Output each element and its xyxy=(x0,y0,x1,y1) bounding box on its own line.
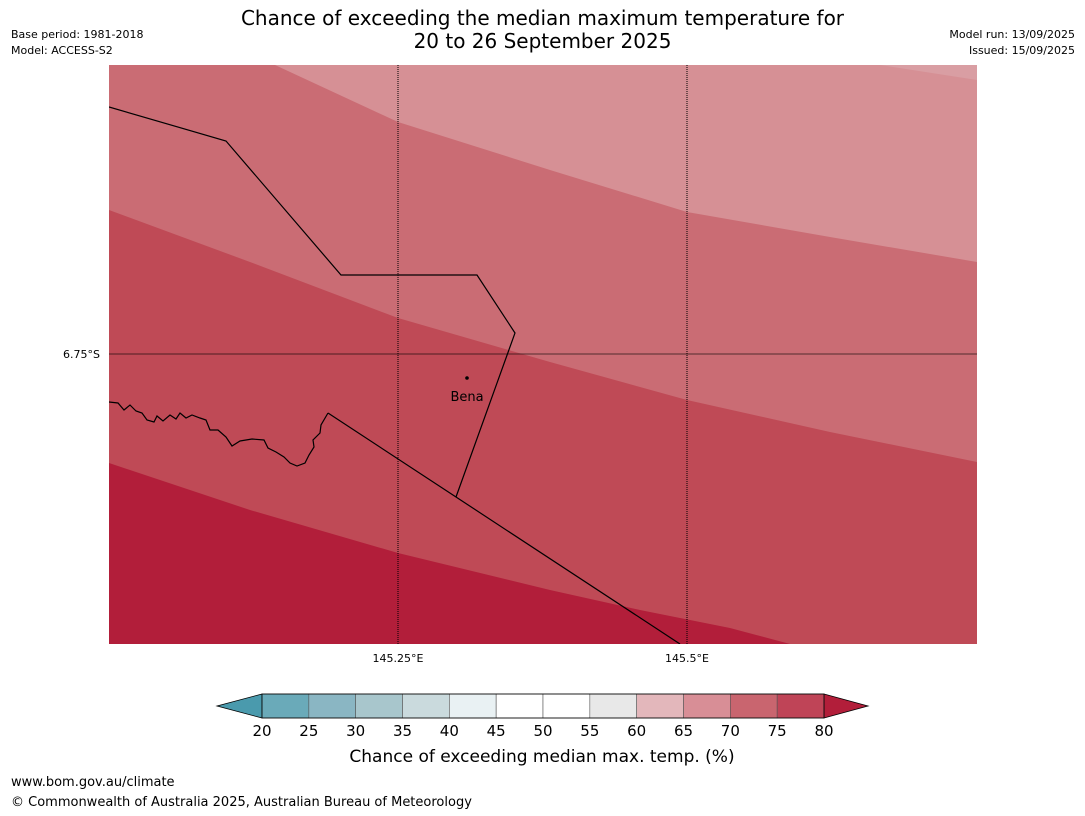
latitude-label: 6.75°S xyxy=(63,348,100,361)
colorbar-tick-label: 60 xyxy=(627,722,646,740)
province-boundary-north xyxy=(109,106,516,498)
title-line-1: Chance of exceeding the median maximum t… xyxy=(240,6,845,30)
colorbar-tick-label: 75 xyxy=(768,722,787,740)
colorbar-tick-label: 45 xyxy=(487,722,506,740)
colorbar-label: Chance of exceeding median max. temp. (%… xyxy=(349,747,734,767)
map-area: Bena xyxy=(109,65,977,644)
colorbar-swatch xyxy=(495,693,544,719)
colorbar-swatch xyxy=(730,693,778,719)
colorbar-swatch xyxy=(776,693,825,719)
place-label-bena: Bena xyxy=(450,390,483,405)
colorbar-tick-label: 25 xyxy=(299,722,318,740)
river-boundary xyxy=(109,401,329,467)
colorbar-tick-label: 50 xyxy=(533,722,552,740)
colorbar-swatch xyxy=(261,693,310,719)
province-boundary-south xyxy=(327,412,681,644)
colorbar-tick-label: 80 xyxy=(814,722,833,740)
model-text: Model: ACCESS-S2 xyxy=(11,44,113,57)
colorbar-over-arrow xyxy=(823,693,870,719)
colorbar-swatch xyxy=(402,693,450,719)
meta-right: Model run: 13/09/2025 Issued: 15/09/2025 xyxy=(949,27,1075,59)
title-line-2: 20 to 26 September 2025 xyxy=(413,29,672,53)
footer-url: www.bom.gov.au/climate xyxy=(11,775,175,790)
base-period-text: Base period: 1981-2018 xyxy=(11,28,144,41)
footer-copyright: © Commonwealth of Australia 2025, Austra… xyxy=(11,795,472,810)
colorbar-frame xyxy=(261,693,825,719)
colorbar-swatch xyxy=(355,693,403,719)
meta-left: Base period: 1981-2018 Model: ACCESS-S2 xyxy=(11,27,143,59)
colorbar-swatch xyxy=(589,693,637,719)
longitude-label-2: 145.5°E xyxy=(665,652,709,665)
issued-text: Issued: 15/09/2025 xyxy=(968,44,1075,57)
colorbar: 20 25 30 35 40 45 50 55 60 65 70 75 80 xyxy=(215,693,870,740)
colorbar-tick-label: 20 xyxy=(252,722,271,740)
probability-band-above-80 xyxy=(109,463,790,644)
colorbar-under-arrow xyxy=(215,693,263,719)
colorbar-tick-label: 55 xyxy=(580,722,599,740)
colorbar-swatch xyxy=(542,693,591,719)
longitude-label-1: 145.25°E xyxy=(373,652,424,665)
colorbar-swatch xyxy=(683,693,731,719)
colorbar-swatch xyxy=(308,693,356,719)
colorbar-tick-label: 30 xyxy=(346,722,365,740)
colorbar-tick-label: 35 xyxy=(393,722,412,740)
colorbar-tick-label: 70 xyxy=(721,722,740,740)
chart-title: Chance of exceeding the median maximum t… xyxy=(0,7,1085,53)
colorbar-tick-label: 65 xyxy=(674,722,693,740)
model-run-text: Model run: 13/09/2025 xyxy=(949,28,1075,41)
colorbar-swatch xyxy=(636,693,684,719)
colorbar-tick-label: 40 xyxy=(440,722,459,740)
colorbar-swatch xyxy=(449,693,497,719)
bena-marker-icon xyxy=(465,376,469,380)
